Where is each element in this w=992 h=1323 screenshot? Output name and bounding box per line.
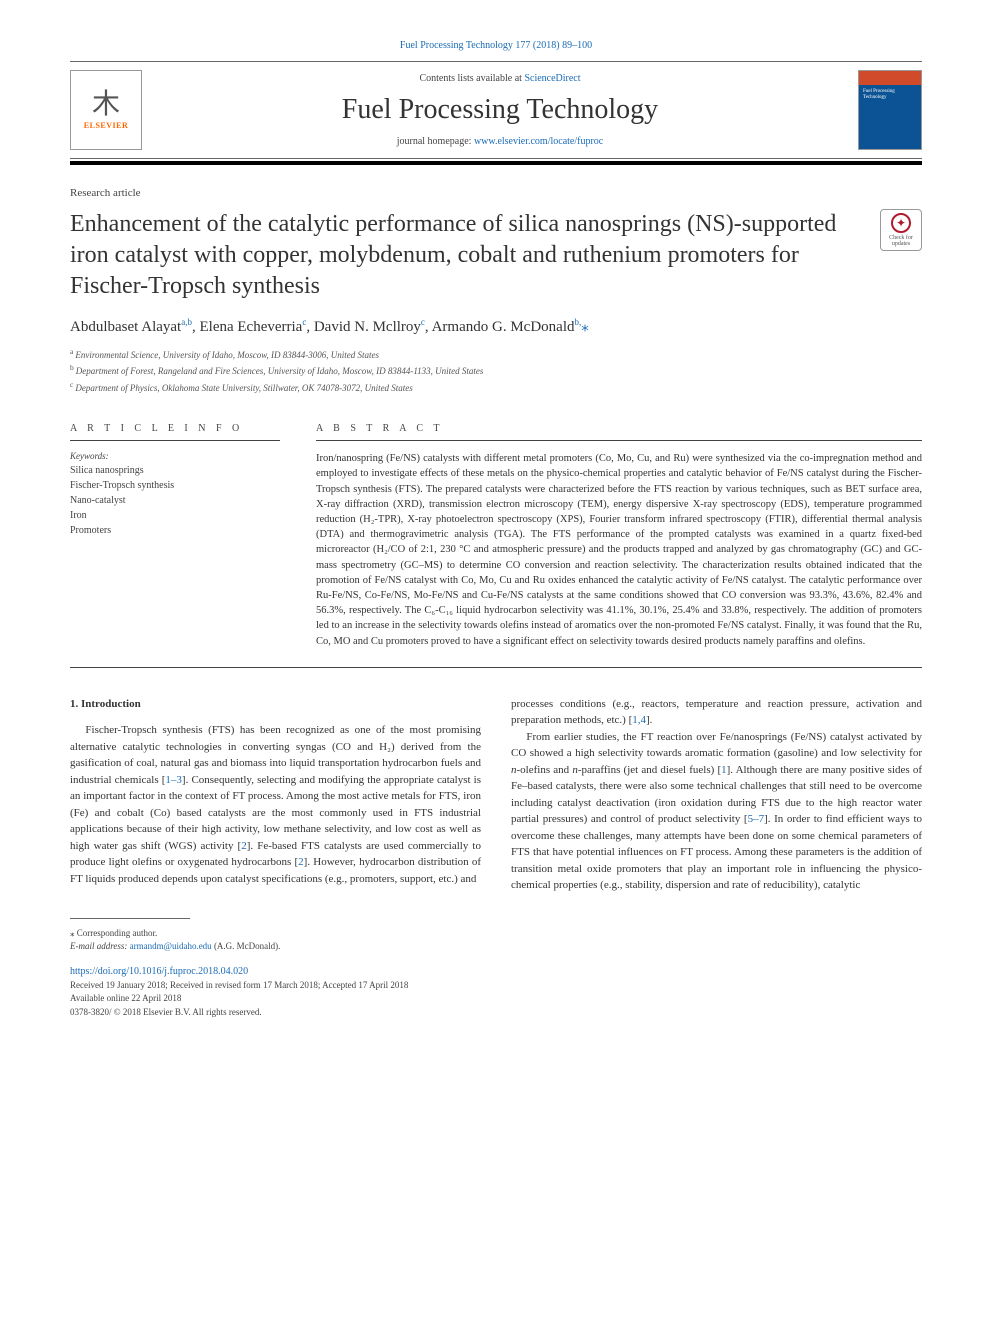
article-title: Enhancement of the catalytic performance… — [70, 209, 864, 303]
article-body: 1. Introduction Fischer-Tropsch synthesi… — [70, 696, 922, 894]
article-type: Research article — [70, 187, 922, 199]
email-author-name: (A.G. McDonald). — [212, 941, 281, 951]
check-updates-badge[interactable]: ✦ Check for updates — [880, 209, 922, 251]
corresponding-author: ⁎ Corresponding author. — [70, 927, 922, 941]
elsevier-logo: ⽊ ELSEVIER — [70, 70, 142, 150]
elsevier-brand-text: ELSEVIER — [84, 121, 128, 130]
homepage-prefix: journal homepage: — [397, 136, 474, 147]
section-heading-introduction: 1. Introduction — [70, 696, 481, 713]
contents-line: Contents lists available at ScienceDirec… — [158, 73, 842, 84]
keywords-list: Silica nanospringsFischer-Tropsch synthe… — [70, 463, 280, 538]
body-paragraph: processes conditions (e.g., reactors, te… — [511, 696, 922, 729]
header-underline — [70, 161, 922, 165]
email-label: E-mail address: — [70, 941, 130, 951]
crossmark-icon: ✦ — [891, 213, 911, 233]
body-paragraph: Fischer-Tropsch synthesis (FTS) has been… — [70, 722, 481, 887]
citation-link[interactable]: 1–3 — [165, 774, 182, 786]
check-updates-label: Check for updates — [883, 235, 919, 247]
corresponding-email-link[interactable]: armandm@uidaho.edu — [130, 941, 212, 951]
footer-separator — [70, 918, 190, 919]
citation-link[interactable]: 5–7 — [748, 813, 765, 825]
journal-title: Fuel Processing Technology — [158, 94, 842, 126]
article-info-label: A R T I C L E I N F O — [70, 423, 280, 441]
available-online: Available online 22 April 2018 — [70, 992, 922, 1006]
copyright-line: 0378-3820/ © 2018 Elsevier B.V. All righ… — [70, 1006, 922, 1020]
body-paragraph: From earlier studies, the FT reaction ov… — [511, 729, 922, 894]
homepage-line: journal homepage: www.elsevier.com/locat… — [158, 136, 842, 147]
journal-cover-thumbnail — [858, 70, 922, 150]
elsevier-tree-icon: ⽊ — [92, 91, 120, 119]
keywords-heading: Keywords: — [70, 451, 280, 461]
contents-prefix: Contents lists available at — [419, 73, 524, 84]
journal-homepage-link[interactable]: www.elsevier.com/locate/fuproc — [474, 136, 603, 147]
citation-link[interactable]: 1,4 — [632, 714, 646, 726]
abstract-label: A B S T R A C T — [316, 423, 922, 441]
issue-citation[interactable]: Fuel Processing Technology 177 (2018) 89… — [70, 40, 922, 51]
author-list: Abdulbaset Alayata,b, Elena Echeverriac,… — [70, 317, 922, 336]
doi-link[interactable]: https://doi.org/10.1016/j.fuproc.2018.04… — [70, 964, 922, 979]
article-footer: ⁎ Corresponding author. E-mail address: … — [70, 927, 922, 1020]
journal-header: ⽊ ELSEVIER Contents lists available at S… — [70, 61, 922, 159]
received-dates: Received 19 January 2018; Received in re… — [70, 979, 922, 993]
sciencedirect-link[interactable]: ScienceDirect — [524, 73, 580, 84]
email-line: E-mail address: armandm@uidaho.edu (A.G.… — [70, 940, 922, 954]
abstract-text: Iron/nanospring (Fe/NS) catalysts with d… — [316, 451, 922, 649]
affiliations: aEnvironmental Science, University of Id… — [70, 346, 922, 396]
